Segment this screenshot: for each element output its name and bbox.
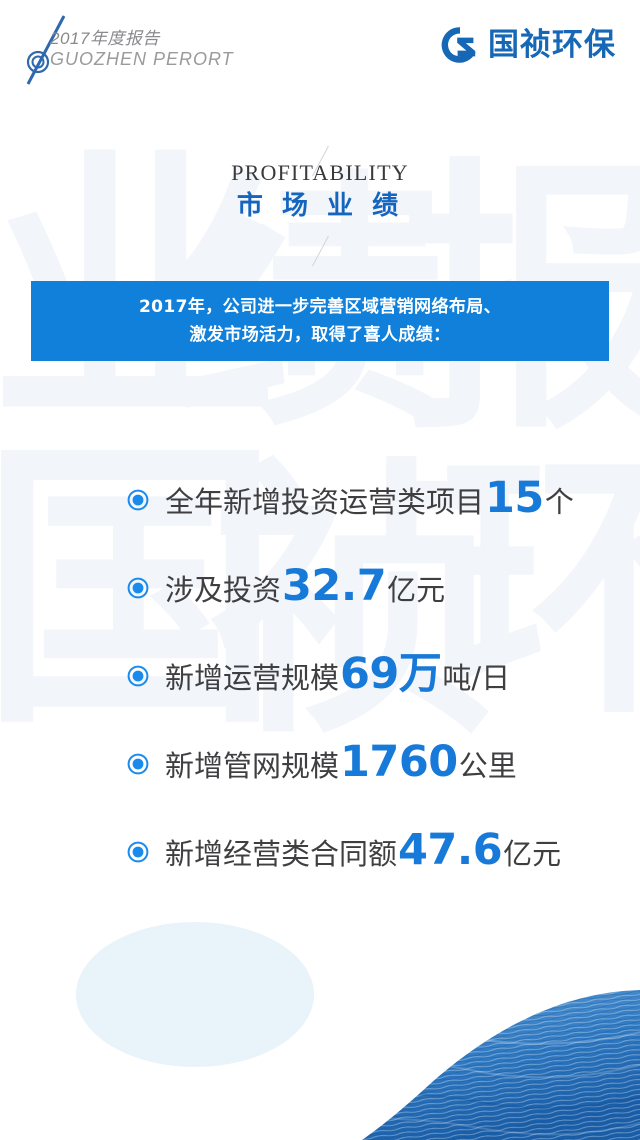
stat-suffix: 吨/日 [442, 661, 511, 695]
guozhen-circle-g-logo-icon [439, 24, 481, 66]
stat-prefix: 新增经营类合同额 [165, 837, 398, 871]
stat-value: 47.6 [398, 825, 503, 875]
section-title-en: PROFITABILITY [231, 160, 409, 185]
stat-prefix: 涉及投资 [165, 573, 282, 607]
stat-text: 新增经营类合同额 47.6 亿元 [165, 829, 561, 873]
brand-logo-svg [441, 27, 476, 63]
diagonal-ring-mark-icon [18, 12, 82, 88]
stat-suffix: 个 [544, 485, 574, 519]
list-item: 新增经营类合同额 47.6 亿元 [0, 807, 640, 895]
pale-ellipse-shape [76, 922, 314, 1067]
report-year-cn: 2017年度报告 [50, 29, 160, 48]
wave-svg [362, 990, 640, 1140]
stat-suffix: 公里 [458, 749, 517, 783]
stat-prefix: 新增管网规模 [165, 749, 340, 783]
ring-dot-bullet-icon [127, 577, 149, 599]
stat-value: 1760 [340, 737, 458, 787]
ring-dot-bullet-icon [127, 489, 149, 511]
stat-prefix: 新增运营规模 [165, 661, 340, 695]
ring-dot-bullet-icon [127, 753, 149, 775]
stat-text: 全年新增投资运营类项目 15 个 [165, 477, 574, 521]
stat-suffix: 亿元 [503, 837, 562, 871]
banner-line-1: 2017年，公司进一步完善区域营销网络布局、 [138, 297, 502, 317]
banner-line-2: 激发市场活力，取得了喜人成绩： [189, 325, 451, 345]
highlight-banner: 2017年，公司进一步完善区域营销网络布局、 激发市场活力，取得了喜人成绩： [31, 281, 609, 361]
stat-prefix: 全年新增投资运营类项目 [165, 485, 485, 519]
stats-list: 全年新增投资运营类项目 15 个 涉及投资 32.7 亿元 新增运营规模 69万 [0, 455, 640, 895]
stat-text: 新增运营规模 69万 吨/日 [165, 653, 510, 697]
page-header: 2017年度报告 GUOZHEN PERORT 国祯环保 [0, 0, 640, 100]
section-title-block: PROFITABILITY 市 场 业 绩 [0, 145, 640, 267]
ring-dot-bullet-icon [127, 665, 149, 687]
stat-value: 32.7 [282, 561, 387, 611]
list-item: 涉及投资 32.7 亿元 [0, 543, 640, 631]
section-title-cn: 市 场 业 绩 [236, 191, 404, 221]
stat-text: 涉及投资 32.7 亿元 [165, 565, 445, 609]
report-year-en: GUOZHEN PERORT [50, 49, 234, 69]
diagonal-ring-mark-svg [26, 15, 66, 85]
brand-name: 国祯环保 [488, 27, 616, 63]
stat-text: 新增管网规模 1760 公里 [165, 741, 517, 785]
report-title-block: 2017年度报告 GUOZHEN PERORT [50, 29, 234, 70]
stat-value: 69万 [340, 649, 442, 699]
ring-dot-bullet-icon [127, 841, 149, 863]
list-item: 新增运营规模 69万 吨/日 [0, 631, 640, 719]
water-wave-shape [300, 990, 640, 1140]
brand-lockup: 国祯环保 [439, 24, 616, 66]
slash-accent-bottom [312, 235, 329, 267]
list-item: 新增管网规模 1760 公里 [0, 719, 640, 807]
list-item: 全年新增投资运营类项目 15 个 [0, 455, 640, 543]
stat-suffix: 亿元 [387, 573, 446, 607]
stat-value: 15 [485, 473, 544, 523]
